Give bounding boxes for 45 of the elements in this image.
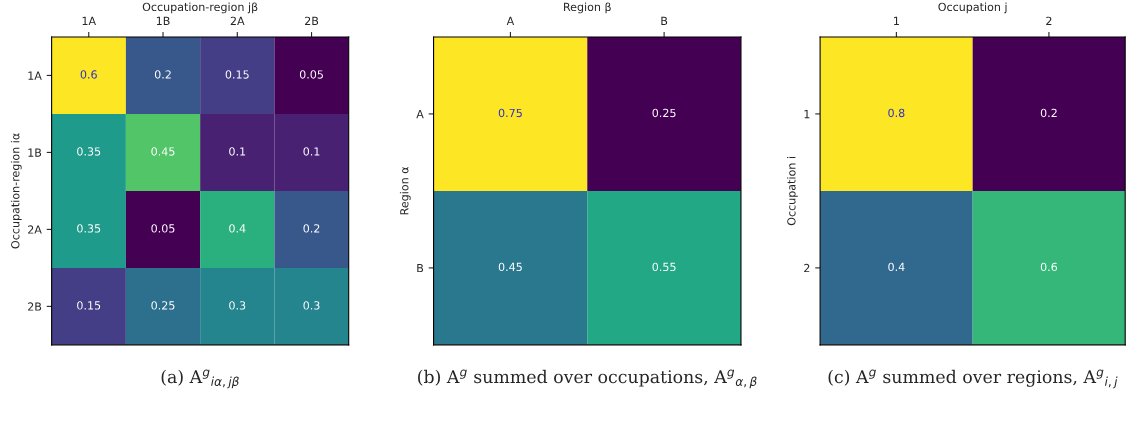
x-tick-label: 1B [156, 16, 170, 25]
y-axis-title: Occupation-region iα [10, 133, 22, 249]
text: (c) A$^{g}$ summed over regions, A$^{g}$$_{i,j}$ [828, 369, 1118, 389]
x-axis-title: Occupation-region jβ [142, 2, 258, 14]
data-label: 0.45 [151, 147, 175, 156]
data-label: 0.3 [229, 301, 246, 310]
data-label: 0.6 [1040, 262, 1058, 272]
x-axis-title: Region β [564, 2, 611, 14]
data-label: 0.05 [151, 224, 175, 233]
data-label: 0.3 [303, 301, 320, 310]
x-tick-label: 2 [1046, 16, 1052, 25]
y-axis-title: Region α [399, 166, 411, 215]
data-label: 0.35 [77, 224, 101, 233]
text: (a) A$^{g}$$_{iα,jβ}$ [161, 369, 239, 389]
data-label: 0.1 [229, 147, 246, 156]
x-tick-label: B [661, 16, 668, 25]
data-label: 0.25 [151, 301, 175, 310]
y-tick-label: 2A [28, 225, 42, 234]
data-label: 0.35 [77, 147, 101, 156]
y-tick-label: 1B [28, 148, 42, 157]
data-label: 0.55 [652, 262, 676, 272]
y-tick-label: 2B [28, 302, 42, 311]
data-label: 0.4 [229, 224, 246, 233]
x-tick-label: 2A [230, 16, 245, 25]
data-label: 0.8 [888, 108, 905, 118]
x-tick-label: 1A [82, 16, 96, 25]
x-tick-label: 2B [305, 16, 319, 25]
data-label: 0.05 [299, 70, 323, 79]
text: (b) A$^{g}$ summed over occupations, A$^{g}$$_{α,β}$ [418, 369, 757, 389]
y-axis-title: Occupation i [787, 157, 798, 226]
data-label: 0.25 [652, 108, 676, 118]
x-tick-label: A [506, 16, 515, 25]
data-label: 0.15 [77, 301, 101, 310]
x-axis-title: Occupation j [938, 2, 1007, 14]
data-label: 0.75 [498, 108, 522, 118]
data-label: 0.45 [498, 262, 522, 272]
data-label: 0.6 [80, 70, 97, 79]
data-label: 0.2 [1040, 108, 1057, 118]
data-label: 0.4 [888, 262, 905, 272]
x-tick-label: 1 [894, 16, 899, 25]
y-tick-label: 1A [28, 71, 42, 80]
data-label: 0.1 [303, 147, 320, 156]
data-label: 0.2 [303, 224, 320, 233]
data-label: 0.15 [225, 70, 249, 79]
data-label: 0.2 [154, 70, 171, 79]
